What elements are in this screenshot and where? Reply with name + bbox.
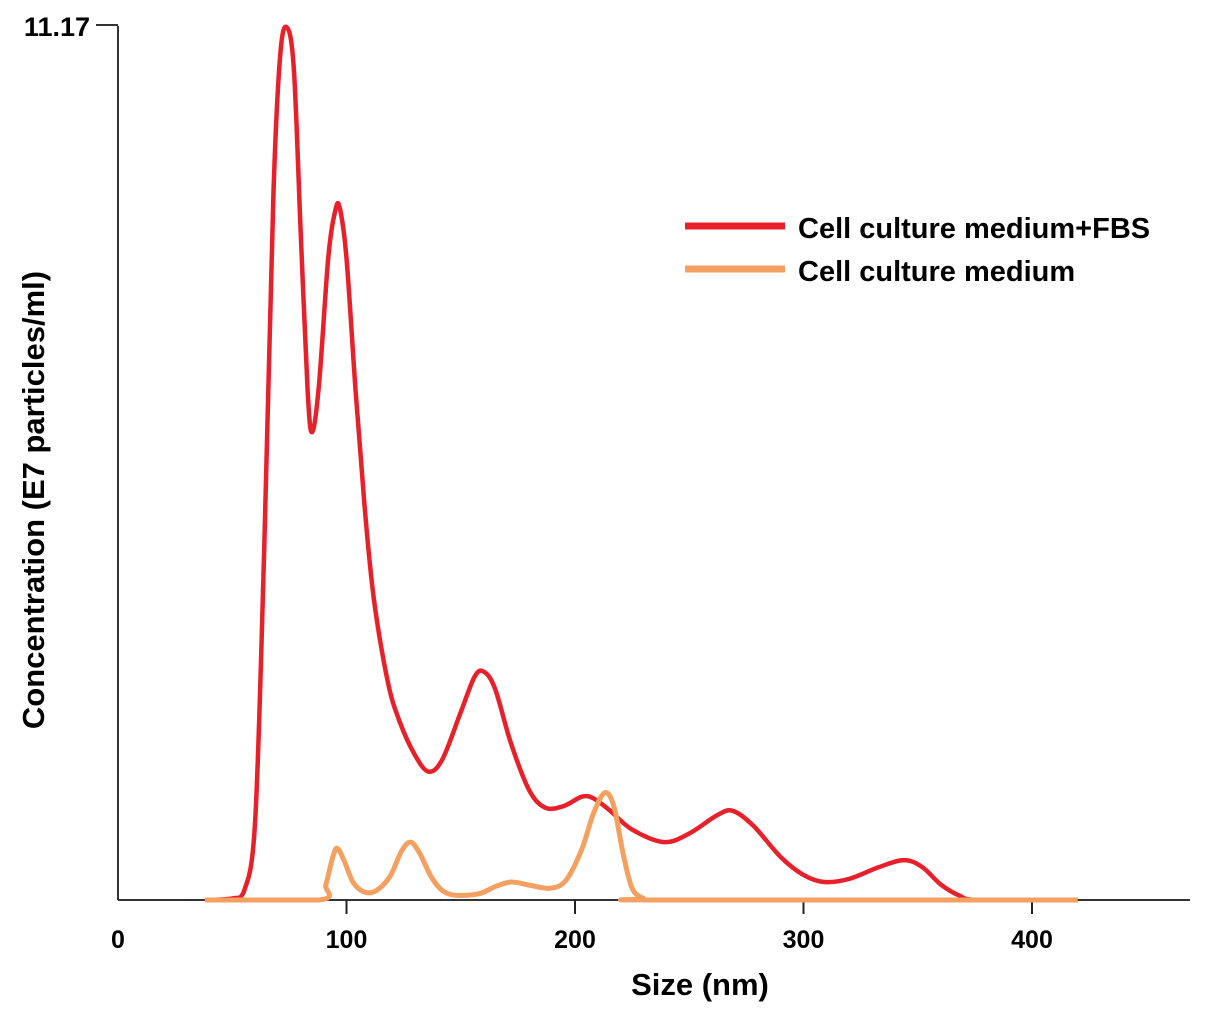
x-tick-label: 100: [326, 926, 368, 954]
x-tick-label: 300: [783, 926, 825, 954]
legend-label-medium: Cell culture medium: [798, 256, 1075, 288]
legend-label-fbs: Cell culture medium+FBS: [798, 213, 1150, 245]
legend: Cell culture medium+FBS Cell culture med…: [685, 213, 1150, 288]
x-tick-label: 0: [111, 926, 125, 954]
y-axis-label: Concentration (E7 particles/ml): [16, 271, 51, 729]
series-line-medium: [204, 790, 1078, 903]
x-tick-label: 400: [1011, 926, 1053, 954]
y-tick-label: 11.17: [24, 12, 90, 42]
x-axis-label: Size (nm): [631, 967, 769, 1002]
series-line-medium-fbs: [204, 24, 1078, 903]
x-tick-label: 200: [554, 926, 596, 954]
